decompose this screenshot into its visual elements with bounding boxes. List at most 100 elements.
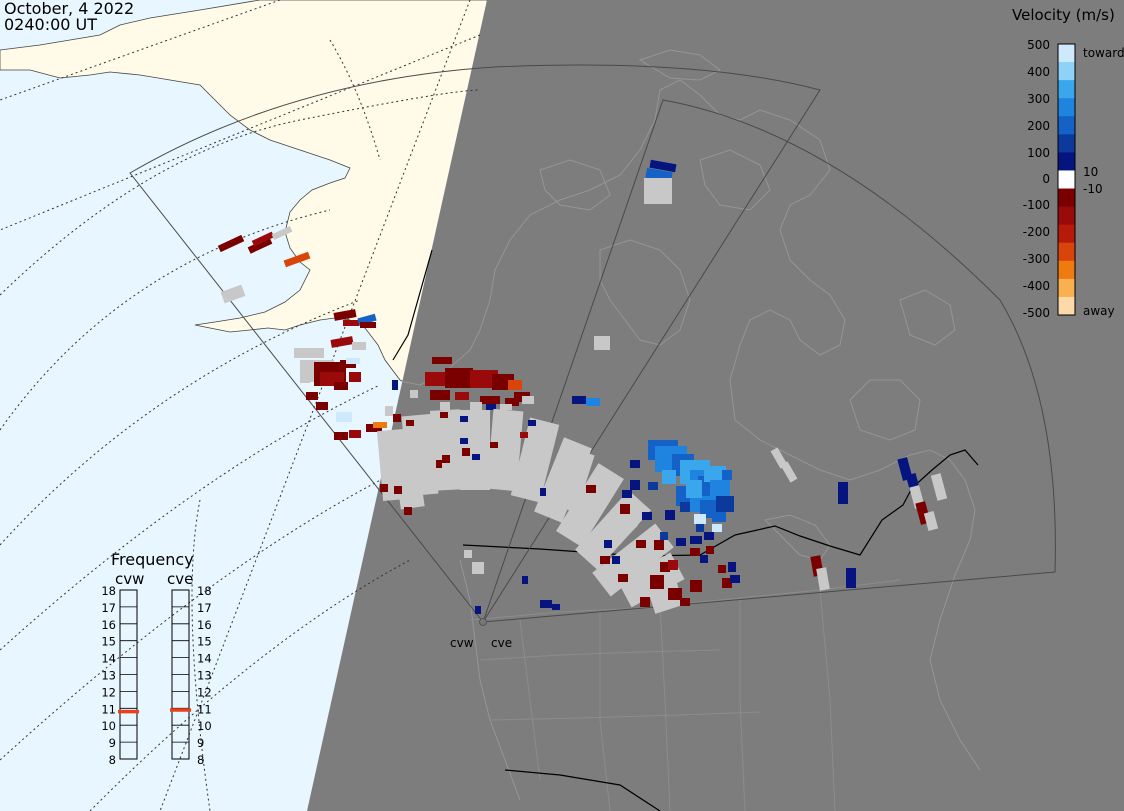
velocity-cell [440, 412, 448, 418]
velocity-cell [395, 466, 425, 510]
velocity-cell [551, 447, 595, 513]
frequency-title: Frequency [111, 550, 194, 569]
velocity-cell [346, 358, 360, 364]
velocity-cell [594, 336, 610, 350]
frequency-tick-label: 13 [101, 669, 116, 683]
velocity-cell [480, 396, 500, 404]
velocity-cell [445, 368, 473, 388]
velocity-cell [394, 486, 402, 494]
frequency-tick-label: 16 [197, 618, 212, 632]
station-cvw-marker [479, 618, 487, 626]
velocity-cell [704, 532, 714, 540]
colorbar-tick-label: -400 [1023, 279, 1050, 293]
station-cvw-label: cvw [450, 636, 474, 650]
velocity-cell [712, 512, 726, 522]
frequency-radar-cve: cve [167, 570, 193, 588]
velocity-cell [700, 555, 708, 563]
velocity-cell [730, 575, 740, 583]
velocity-cell [680, 598, 690, 606]
date-label: October, 4 2022 [4, 0, 135, 18]
velocity-cell [600, 556, 610, 564]
station-cve-label: cve [491, 636, 512, 650]
frequency-tick-label: 12 [197, 685, 212, 699]
colorbar-swatch [1058, 260, 1075, 280]
velocity-cell [490, 442, 498, 448]
velocity-cell [460, 416, 468, 422]
velocity-cell [334, 432, 348, 440]
velocity-cell [930, 473, 948, 501]
velocity-cell [404, 507, 412, 515]
velocity-cell [712, 524, 722, 532]
velocity-cell [654, 540, 664, 550]
colorbar-swatch [1058, 224, 1075, 244]
velocity-cell [406, 420, 414, 426]
velocity-cell [294, 348, 324, 358]
colorbar-tick-label: -100 [1023, 198, 1050, 212]
velocity-cell [770, 447, 788, 469]
colorbar-swatch [1058, 242, 1075, 262]
colorbar-swatch [1058, 44, 1075, 63]
frequency-scale-cve: 18 17 16 15 14 13 12 11 10 9 8 [170, 584, 212, 767]
velocity-colorbar: 500400300200100100-10-100-200-300-400-50… [1023, 38, 1124, 320]
colorbar-tick-label: 0 [1042, 172, 1050, 186]
velocity-cell [316, 402, 328, 410]
velocity-cell [694, 514, 706, 524]
velocity-cell [464, 550, 472, 558]
velocity-cell [718, 565, 726, 573]
velocity-cell [380, 484, 388, 492]
colorbar-swatch [1058, 296, 1075, 316]
frequency-tick-label: 9 [197, 736, 204, 750]
velocity-cell [336, 412, 352, 422]
velocity-cell [618, 574, 628, 582]
velocity-cell [330, 336, 354, 348]
velocity-cell [522, 396, 534, 404]
velocity-cell [556, 463, 624, 547]
colorbar-tick-label: 300 [1027, 92, 1050, 106]
velocity-cell [728, 562, 736, 572]
colorbar-swatch [1058, 188, 1075, 208]
velocity-cell [430, 390, 450, 400]
velocity-cell [660, 532, 668, 540]
velocity-cell [690, 536, 702, 544]
colorbar-swatch [1058, 278, 1075, 298]
velocity-cell [333, 309, 357, 321]
velocity-cell [500, 404, 512, 410]
frequency-tick-label: 15 [101, 635, 116, 649]
frequency-tick-label: 9 [109, 736, 116, 750]
velocity-cell [470, 370, 498, 388]
velocity-cell [540, 488, 546, 496]
velocity-cell [676, 538, 686, 546]
frequency-tick-label: 18 [197, 584, 212, 598]
colorbar-tick-label: -500 [1023, 306, 1050, 320]
frequency-tick-label: 8 [109, 753, 116, 767]
velocity-cell [838, 482, 848, 504]
velocity-cell [220, 284, 246, 304]
velocity-cell [528, 420, 536, 426]
colorbar-tick-label: 10 [1083, 165, 1098, 179]
frequency-tick-label: 10 [197, 719, 212, 733]
velocity-cell [622, 490, 632, 498]
colorbar-tick-label: 100 [1027, 146, 1050, 160]
station-markers: cvw cve [450, 618, 512, 650]
velocity-cell [648, 482, 658, 490]
colorbar-tick-label: 500 [1027, 38, 1050, 52]
velocity-cell [636, 540, 646, 548]
velocity-cell [393, 414, 401, 422]
velocity-cell [306, 392, 318, 400]
velocity-cell [586, 485, 596, 493]
velocity-cell [343, 320, 359, 326]
velocity-cell [462, 448, 470, 456]
velocity-cell [620, 504, 630, 514]
frequency-tick-label: 14 [101, 652, 116, 666]
velocity-cell [690, 548, 700, 556]
political-borders [469, 579, 901, 811]
velocity-cell [710, 480, 730, 500]
velocity-cell [247, 237, 273, 254]
velocity-cell [660, 562, 670, 572]
velocity-cell [630, 460, 640, 468]
colorbar-away-label: away [1083, 304, 1115, 318]
velocity-cell [251, 231, 275, 247]
colorbar-frame [1057, 43, 1076, 316]
frequency-tick-label: 13 [197, 669, 212, 683]
